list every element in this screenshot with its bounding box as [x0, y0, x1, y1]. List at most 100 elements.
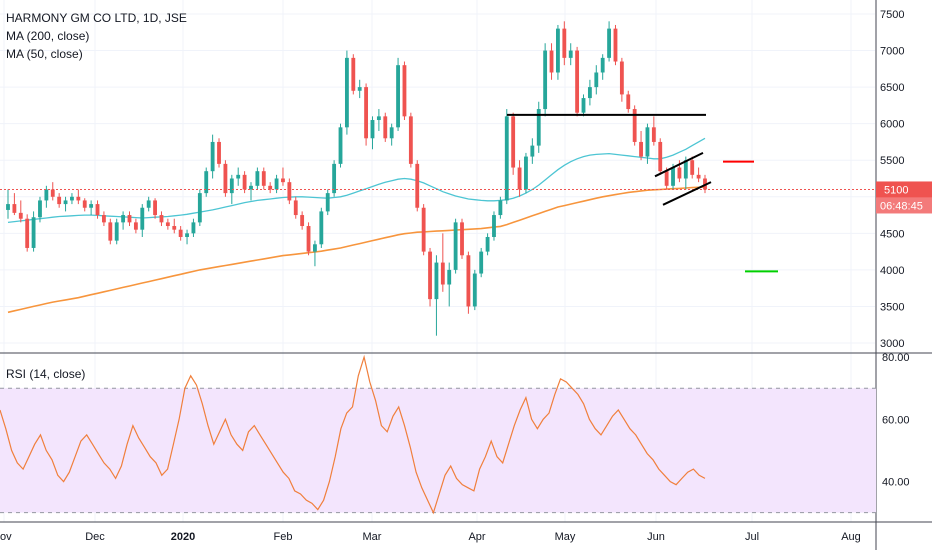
candle-body[interactable]: [639, 141, 643, 157]
candle-body[interactable]: [89, 204, 94, 208]
candle-body[interactable]: [319, 211, 324, 245]
candle-body[interactable]: [536, 109, 541, 146]
candle-body[interactable]: [370, 120, 375, 139]
candle-body[interactable]: [31, 217, 36, 248]
candle-body[interactable]: [562, 28, 567, 58]
candle-body[interactable]: [281, 178, 285, 183]
candle-body[interactable]: [485, 236, 490, 252]
candle-body[interactable]: [472, 273, 477, 307]
candle-body[interactable]: [133, 222, 138, 230]
candle-body[interactable]: [447, 269, 452, 285]
candle-body[interactable]: [229, 178, 234, 194]
ma200-line[interactable]: [7, 186, 706, 314]
candle-body[interactable]: [332, 163, 337, 194]
candle-body[interactable]: [153, 200, 157, 216]
candle-body[interactable]: [402, 65, 407, 117]
candle-body[interactable]: [594, 72, 599, 88]
candle-body[interactable]: [344, 57, 349, 128]
candle-body[interactable]: [671, 167, 675, 186]
candle-body[interactable]: [645, 127, 650, 157]
candle-body[interactable]: [415, 163, 420, 208]
candle-body[interactable]: [50, 189, 55, 197]
candle-body[interactable]: [543, 50, 548, 110]
candle-body[interactable]: [325, 193, 330, 212]
candle-body[interactable]: [38, 200, 42, 218]
candle-body[interactable]: [613, 28, 618, 62]
candle-body[interactable]: [236, 174, 241, 179]
candle-body[interactable]: [165, 222, 170, 227]
candle-body[interactable]: [306, 226, 311, 252]
candle-body[interactable]: [460, 222, 464, 256]
candle-body[interactable]: [274, 178, 279, 190]
candle-body[interactable]: [223, 163, 228, 194]
candle-body[interactable]: [677, 167, 682, 179]
candle-body[interactable]: [6, 204, 10, 210]
candle-body[interactable]: [108, 222, 113, 241]
candle-body[interactable]: [63, 200, 68, 205]
candle-body[interactable]: [440, 262, 445, 285]
candle-body[interactable]: [421, 207, 426, 252]
candle-body[interactable]: [261, 171, 266, 186]
candle-body[interactable]: [466, 255, 471, 307]
candle-body[interactable]: [511, 116, 516, 168]
candle-body[interactable]: [268, 185, 273, 190]
candle-body[interactable]: [587, 87, 592, 99]
candle-body[interactable]: [95, 204, 100, 216]
candle-body[interactable]: [575, 50, 580, 113]
candle-body[interactable]: [313, 244, 317, 252]
candle-body[interactable]: [140, 207, 145, 230]
candle-body[interactable]: [82, 200, 87, 208]
candle-body[interactable]: [556, 28, 560, 73]
candle-body[interactable]: [191, 222, 196, 234]
candle-body[interactable]: [664, 171, 669, 186]
candle-body[interactable]: [217, 141, 221, 164]
channel-upper-line[interactable]: [654, 152, 704, 178]
candle-body[interactable]: [498, 200, 503, 216]
candle-body[interactable]: [70, 196, 74, 201]
candle-body[interactable]: [696, 174, 701, 179]
candle-body[interactable]: [504, 116, 509, 201]
candle-body[interactable]: [114, 222, 119, 241]
candle-body[interactable]: [683, 160, 688, 179]
chart-title[interactable]: HARMONY GM CO LTD, 1D, JSE: [6, 11, 187, 25]
candle-body[interactable]: [178, 229, 183, 237]
candle-body[interactable]: [690, 160, 695, 175]
ma50-line[interactable]: [7, 137, 706, 224]
candle-body[interactable]: [389, 127, 394, 139]
candle-body[interactable]: [293, 200, 298, 216]
candle-body[interactable]: [600, 57, 605, 73]
candle-body[interactable]: [581, 98, 586, 113]
candle-body[interactable]: [453, 222, 458, 270]
candle-body[interactable]: [632, 109, 637, 142]
candle-body[interactable]: [249, 185, 253, 190]
candle-body[interactable]: [568, 50, 573, 58]
candle-body[interactable]: [351, 57, 356, 91]
rsi-legend[interactable]: RSI (14, close): [6, 367, 86, 381]
candle-body[interactable]: [159, 215, 164, 223]
candle-body[interactable]: [204, 171, 209, 194]
channel-lower-line[interactable]: [662, 181, 712, 206]
candle-body[interactable]: [338, 127, 343, 164]
rsi-line[interactable]: [0, 354, 706, 515]
candle-body[interactable]: [524, 156, 528, 190]
candle-body[interactable]: [121, 215, 126, 223]
candle-body[interactable]: [146, 200, 151, 208]
candle-body[interactable]: [479, 251, 484, 274]
candle-body[interactable]: [517, 167, 522, 190]
candle-body[interactable]: [408, 116, 413, 164]
candle-body[interactable]: [172, 226, 177, 230]
candle-body[interactable]: [101, 215, 106, 223]
candle-body[interactable]: [492, 215, 496, 237]
candle-body[interactable]: [287, 182, 292, 201]
candle-body[interactable]: [434, 262, 439, 300]
candle-body[interactable]: [12, 204, 17, 213]
candle-body[interactable]: [127, 215, 132, 223]
candle-body[interactable]: [364, 87, 369, 139]
candle-body[interactable]: [57, 196, 62, 205]
candle-body[interactable]: [383, 116, 388, 139]
candle-body[interactable]: [651, 127, 656, 142]
ma200-legend[interactable]: MA (200, close): [6, 29, 90, 43]
candle-body[interactable]: [619, 61, 624, 95]
candle-body[interactable]: [197, 193, 202, 223]
